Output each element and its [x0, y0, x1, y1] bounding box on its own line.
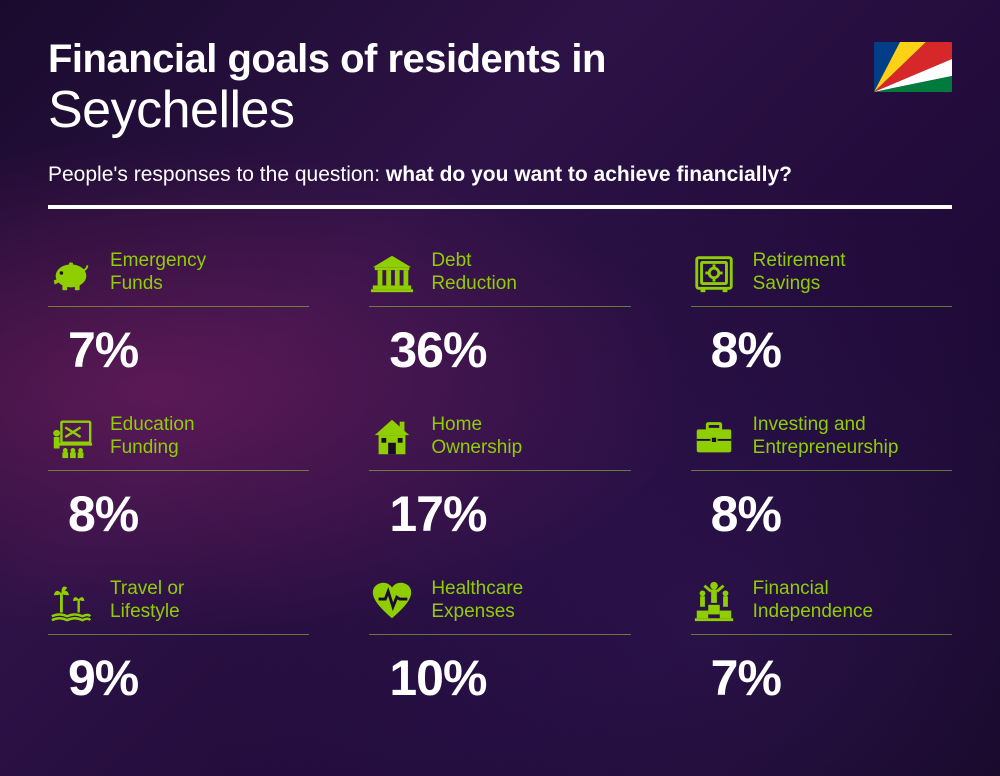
travel-icon	[48, 578, 94, 624]
card-pct: 7%	[691, 649, 952, 707]
card-label: EducationFunding	[110, 414, 195, 460]
house-icon	[369, 414, 415, 460]
card-label: Travel orLifestyle	[110, 578, 184, 624]
card-label: HomeOwnership	[431, 414, 522, 460]
card-independence: FinancialIndependence 7%	[691, 577, 952, 707]
healthcare-icon	[369, 578, 415, 624]
safe-icon	[691, 250, 737, 296]
card-label: FinancialIndependence	[753, 578, 873, 624]
card-education-funding: EducationFunding 8%	[48, 413, 309, 543]
card-pct: 8%	[691, 321, 952, 379]
goals-grid: EmergencyFunds 7% DebtReduction 36%	[48, 249, 952, 707]
divider	[48, 205, 952, 209]
card-label: HealthcareExpenses	[431, 578, 523, 624]
card-debt-reduction: DebtReduction 36%	[369, 249, 630, 379]
card-retirement-savings: RetirementSavings 8%	[691, 249, 952, 379]
card-label: EmergencyFunds	[110, 250, 206, 296]
card-home-ownership: HomeOwnership 17%	[369, 413, 630, 543]
independence-icon	[691, 578, 737, 624]
subtitle-prefix: People's responses to the question:	[48, 163, 386, 186]
card-label: Investing andEntrepreneurship	[753, 414, 899, 460]
card-healthcare: HealthcareExpenses 10%	[369, 577, 630, 707]
card-emergency-funds: EmergencyFunds 7%	[48, 249, 309, 379]
title-line-2: Seychelles	[48, 82, 952, 139]
card-pct: 36%	[369, 321, 630, 379]
card-investing: Investing andEntrepreneurship 8%	[691, 413, 952, 543]
card-label: RetirementSavings	[753, 250, 846, 296]
header: Financial goals of residents in Seychell…	[48, 38, 952, 139]
card-travel: Travel orLifestyle 9%	[48, 577, 309, 707]
card-pct: 17%	[369, 485, 630, 543]
card-label: DebtReduction	[431, 250, 517, 296]
card-pct: 9%	[48, 649, 309, 707]
bank-icon	[369, 250, 415, 296]
card-pct: 7%	[48, 321, 309, 379]
card-pct: 8%	[691, 485, 952, 543]
card-pct: 8%	[48, 485, 309, 543]
flag-seychelles	[874, 42, 952, 92]
piggy-bank-icon	[48, 250, 94, 296]
subtitle: People's responses to the question: what…	[48, 163, 952, 187]
title-line-1: Financial goals of residents in	[48, 38, 952, 80]
card-pct: 10%	[369, 649, 630, 707]
subtitle-bold: what do you want to achieve financially?	[386, 163, 792, 186]
briefcase-icon	[691, 414, 737, 460]
education-icon	[48, 414, 94, 460]
